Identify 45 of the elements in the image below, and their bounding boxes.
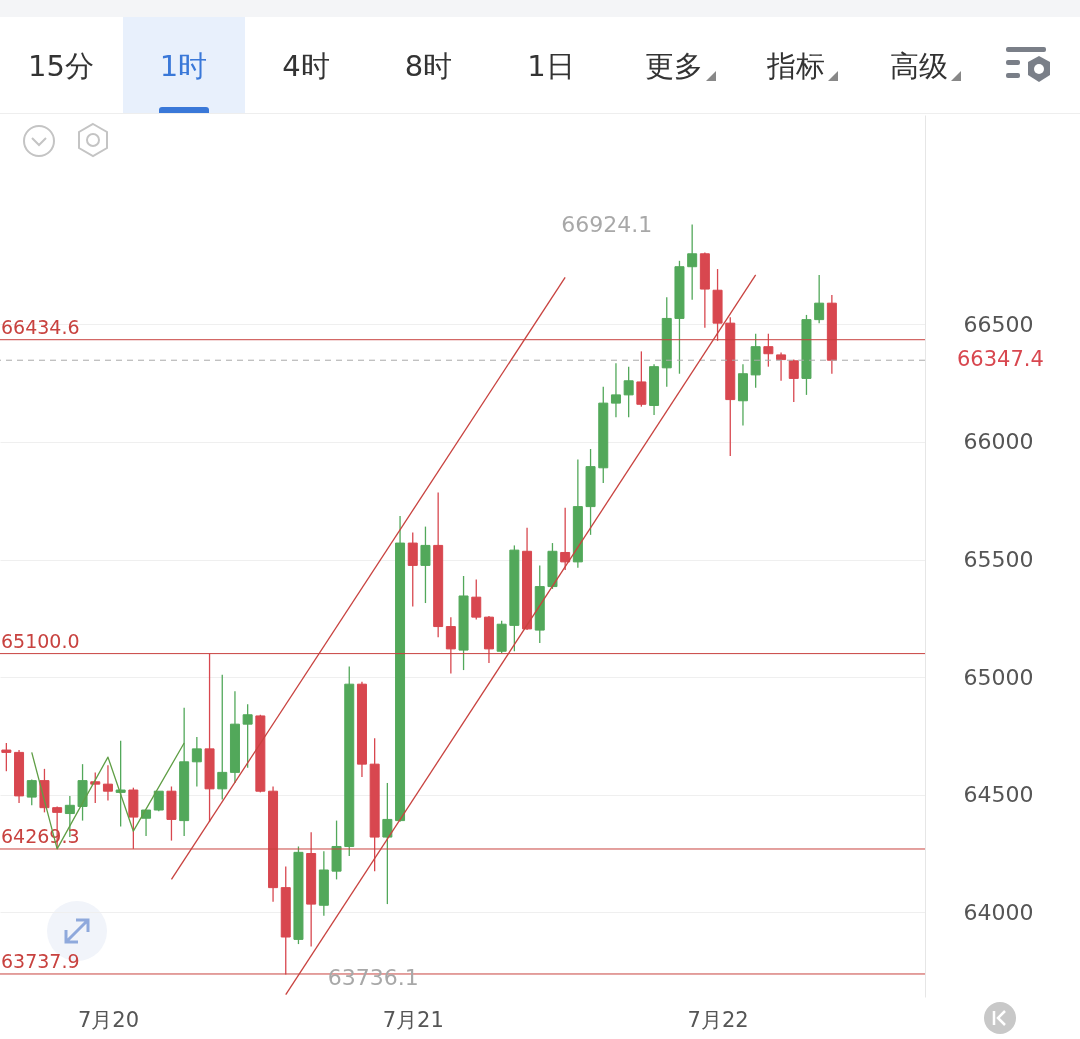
x-tick-label: 7月21 [382, 1007, 444, 1032]
candlestick [687, 223, 698, 301]
text: 8时 [404, 49, 453, 83]
candlestick [90, 771, 101, 804]
candlestick [776, 351, 787, 382]
candlestick [382, 782, 393, 905]
ref-line-label: 65100.0 [1, 629, 80, 652]
ref-line-label: 66434.6 [1, 315, 80, 338]
candlestick [471, 578, 482, 621]
candlestick [242, 703, 253, 769]
y-tick-label: 66500 [963, 311, 1034, 337]
candlestick [788, 358, 799, 403]
text: 高级 [889, 49, 948, 83]
candlestick [560, 507, 571, 571]
text: 4时 [282, 49, 330, 83]
candlestick [26, 778, 37, 806]
candlestick [623, 366, 634, 418]
candlestick [141, 809, 152, 837]
y-tick-label: 65000 [963, 664, 1034, 690]
ref-line-label: 66347.4 [957, 347, 1044, 372]
candlestick [445, 616, 456, 675]
candlestick [420, 525, 431, 604]
candlestick [814, 274, 825, 324]
ref-line-label: 63737.9 [1, 949, 80, 972]
y-tick-label: 66000 [963, 429, 1034, 455]
x-tick-label: 7月20 [77, 1007, 139, 1032]
candlestick [217, 674, 228, 801]
candlestick [115, 739, 126, 828]
candlestick [763, 333, 774, 368]
annotation: 66924.1 [561, 211, 653, 237]
candlestick [610, 362, 621, 418]
x-tick-label: 7月22 [687, 1007, 749, 1032]
y-tick-label: 65500 [963, 547, 1034, 573]
text: 1日 [527, 49, 575, 83]
candlestick [407, 531, 418, 608]
candlestick [102, 764, 113, 802]
text: 1时 [159, 49, 208, 83]
text: 15分 [28, 49, 94, 83]
candlestick [191, 736, 202, 788]
text: 指标 [767, 49, 825, 83]
candlestick [636, 350, 647, 408]
text: 更多 [644, 49, 703, 83]
y-tick-label: 64500 [963, 782, 1034, 808]
y-tick-label: 64000 [963, 899, 1034, 925]
candlestick [1, 742, 12, 772]
